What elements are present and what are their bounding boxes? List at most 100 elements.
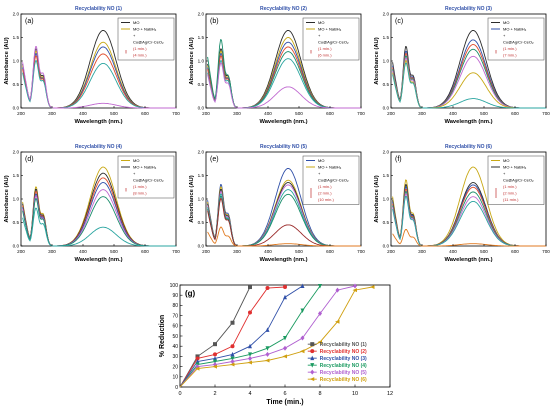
series-line [179,285,303,388]
spectrum-line-7 [207,62,361,109]
y-axis-label: Absorbance (AU) [189,175,195,222]
legend-label: (4 min.) [133,53,147,58]
x-tick-label: 200 [387,111,395,116]
data-point [265,346,270,351]
legend-label: Cu@Ag/Cr-CeO₂ [318,40,349,45]
legend-label: + [318,33,321,38]
y-axis-label: Absorbance (AU) [189,37,195,84]
y-tick-label: 0.5 [198,220,205,225]
legend-label: MO + NaBH₄ [503,165,527,170]
data-point [195,354,200,359]
panel-letter: (d) [25,156,34,163]
legend: Recyclability NO (1)Recyclability NO (2)… [307,342,367,383]
legend: MO MO + NaBH₄+ Cu@Ag/Cr-CeO₂(1 min.) (8 min… [117,155,175,199]
x-tick-label: 700 [542,111,550,116]
legend: MO MO + NaBH₄+ Cu@Ag/Cr-CeO₂(1 min.) (6 min… [302,17,360,61]
x-tick-label: 700 [542,249,550,254]
data-point [230,344,235,349]
data-point [283,336,287,341]
x-tick-label: 300 [48,249,56,254]
series-5 [179,283,357,388]
x-tick-label: 500 [295,249,303,254]
data-point [318,311,322,317]
data-point [300,335,305,341]
legend-label: (2 min.) [503,191,517,196]
y-tick-label: 2.0 [13,12,20,17]
legend-label: (6 min.) [318,53,332,58]
legend-box [487,17,545,61]
legend-label: MO [133,20,139,25]
data-point [300,283,305,289]
y-tick-label: 1.0 [198,59,205,64]
x-tick-label: 400 [79,249,87,254]
legend-label: (11 min.) [503,197,519,202]
data-point [353,283,357,289]
legend: MO MO + NaBH₄+ Cu@Ag/Cr-CeO₂(1 min.) (7 min… [487,17,545,61]
legend-label: (10 min.) [318,197,334,202]
x-tick-label: 200 [17,249,25,254]
legend-label: Recyclability NO (3) [320,356,367,362]
x-axis-label: Wavelength (nm.) [259,119,307,125]
legend-label: Cu@Ag/Cr-CeO₂ [133,40,164,45]
legend-label: Cu@Ag/Cr-CeO₂ [133,178,164,183]
legend: MO MO + NaBH₄+ Cu@Ag/Cr-CeO₂(1 min.) (2 min… [487,155,545,205]
x-tick-label: 200 [387,249,395,254]
x-tick-label: 400 [264,111,272,116]
x-tick-label: 600 [511,249,519,254]
y-tick-label: 0.0 [383,106,390,111]
data-point [230,356,235,361]
y-tick-label: 0.0 [198,106,205,111]
legend-label: MO [503,158,509,163]
legend-label: MO + NaBH₄ [133,27,157,32]
data-point [318,284,322,289]
series-6 [179,285,375,388]
legend-label: MO + NaBH₄ [318,27,342,32]
data-point [195,366,200,371]
data-point [230,362,235,367]
data-point [248,355,252,361]
y-tick-label: 0.5 [383,220,390,225]
x-tick-label: 300 [233,111,241,116]
spectrum-panel-4: 200 300 400 500 600 700 0.0 0.5 1.0 1.5 2.0 Recycla… [4,144,180,263]
data-point [300,308,305,313]
series-1 [179,285,252,388]
legend-label: (1 min.) [318,184,332,189]
x-axis-label: Wavelength (nm.) [74,119,122,125]
y-tick-label: 1.5 [383,35,390,40]
legend-label: MO [133,158,139,163]
data-point [265,351,270,357]
x-tick-label: 10 [352,391,358,397]
legend-label: (1 min.) [133,46,147,51]
y-tick-label: 100 [170,283,179,289]
y-tick-label: 2.0 [198,12,205,17]
panel-letter: (a) [25,18,34,25]
data-point [335,319,340,324]
data-point [212,364,217,369]
legend-label: Recyclability NO (6) [320,377,367,383]
legend-box [302,17,360,61]
data-point [282,354,287,359]
legend-label: + [318,171,321,176]
x-tick-label: 200 [17,111,25,116]
data-point [283,294,287,300]
legend-label: Recyclability NO (5) [320,370,367,376]
spectrum-line-8 [392,229,546,247]
legend-label: (2 min.) [318,191,332,196]
data-point [248,310,252,315]
legend-label: (1 min.) [318,46,332,51]
data-point [248,285,252,290]
panel-title: Recyclability NO (6) [445,144,492,150]
legend: MO MO + NaBH₄+ Cu@Ag/Cr-CeO₂(1 min.) (4 min… [117,17,175,61]
panel-title: Recyclability NO (2) [260,6,307,12]
x-tick-label: 200 [202,249,210,254]
x-tick-label: 700 [357,249,365,254]
y-tick-label: 1.5 [198,35,205,40]
x-tick-label: 600 [141,111,149,116]
panel-letter: (b) [210,18,219,25]
data-point [230,359,235,364]
x-tick-label: 300 [418,111,426,116]
panel-letter: (g) [185,289,196,298]
series-3 [179,283,305,388]
x-tick-label: 700 [357,111,365,116]
